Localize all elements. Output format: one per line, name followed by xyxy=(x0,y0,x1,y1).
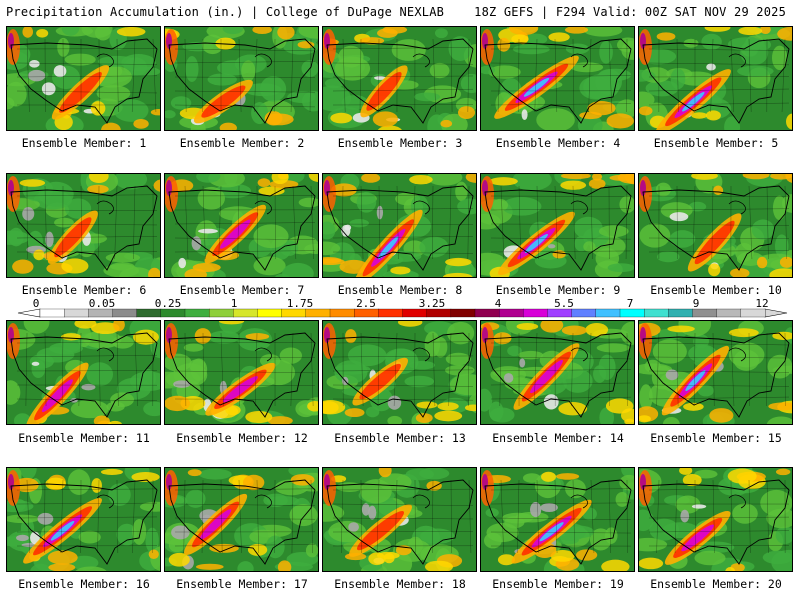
colorbar-tick-label: 0.25 xyxy=(154,297,182,310)
ensemble-member-label: Ensemble Member: 16 xyxy=(18,577,150,591)
colorbar-swatch xyxy=(716,308,742,318)
colorbar-tick-label: 1 xyxy=(230,297,238,310)
ensemble-member-label: Ensemble Member: 18 xyxy=(334,577,466,591)
ensemble-member-label: Ensemble Member: 1 xyxy=(21,136,147,150)
ensemble-member-label: Ensemble Member: 12 xyxy=(176,431,308,445)
colorbar-swatch xyxy=(499,308,524,318)
colorbar-swatch xyxy=(523,308,548,318)
colorbar-swatch xyxy=(136,308,162,318)
ensemble-member-label: Ensemble Member: 2 xyxy=(179,136,305,150)
ensemble-member-map xyxy=(322,320,477,425)
colorbar-tick-label: 4 xyxy=(494,297,502,310)
colorbar-swatch xyxy=(547,308,573,318)
colorbar-tick-label: 7 xyxy=(626,297,634,310)
ensemble-member-label: Ensemble Member: 11 xyxy=(18,431,150,445)
colorbar-swatch xyxy=(305,308,331,318)
colorbar-tick-label: 5.5 xyxy=(554,297,574,310)
colorbar-swatch xyxy=(209,308,234,318)
colorbar-swatch xyxy=(160,308,186,318)
colorbar-swatch xyxy=(281,308,307,318)
colorbar-tick-label: 9 xyxy=(692,297,700,310)
colorbar-swatch xyxy=(595,308,621,318)
colorbar-swatch xyxy=(619,308,645,318)
ensemble-member-map xyxy=(164,320,319,425)
colorbar-swatch xyxy=(39,308,65,318)
ensemble-member-label: Ensemble Member: 3 xyxy=(337,136,463,150)
colorbar-swatch xyxy=(668,308,693,318)
ensemble-member-label: Ensemble Member: 7 xyxy=(179,283,305,297)
colorbar-swatch xyxy=(450,308,476,318)
ensemble-member-map xyxy=(164,173,319,278)
ensemble-member-label: Ensemble Member: 14 xyxy=(492,431,624,445)
ensemble-member-map xyxy=(638,26,793,131)
ensemble-member-label: Ensemble Member: 9 xyxy=(495,283,621,297)
colorbar-swatch xyxy=(329,308,355,318)
ensemble-member-label: Ensemble Member: 6 xyxy=(21,283,147,297)
ensemble-member-map xyxy=(322,26,477,131)
colorbar-swatch xyxy=(740,308,766,318)
colorbar-swatch xyxy=(233,308,258,318)
ensemble-member-label: Ensemble Member: 5 xyxy=(653,136,779,150)
colorbar-swatch xyxy=(184,308,210,318)
colorbar-left-arrow xyxy=(17,308,41,318)
colorbar-swatch xyxy=(571,308,597,318)
colorbar-tick-label: 0 xyxy=(32,297,40,310)
colorbar-swatch xyxy=(354,308,379,318)
ensemble-member-label: Ensemble Member: 8 xyxy=(337,283,463,297)
colorbar-swatch xyxy=(64,308,89,318)
ensemble-member-map xyxy=(638,320,793,425)
ensemble-member-map xyxy=(480,467,635,572)
precip-colorbar xyxy=(17,308,788,318)
colorbar-tick-label: 3.25 xyxy=(418,297,446,310)
chart-title: Precipitation Accumulation (in.) | Colle… xyxy=(6,5,445,19)
ensemble-member-label: Ensemble Member: 13 xyxy=(334,431,466,445)
colorbar-swatch xyxy=(88,308,113,318)
colorbar-swatch xyxy=(378,308,403,318)
colorbar-tick-label: 0.05 xyxy=(88,297,116,310)
ensemble-member-label: Ensemble Member: 10 xyxy=(650,283,782,297)
ensemble-member-map xyxy=(480,320,635,425)
colorbar-swatch xyxy=(257,308,283,318)
ensemble-member-map xyxy=(322,467,477,572)
colorbar-swatch xyxy=(474,308,500,318)
ensemble-member-label: Ensemble Member: 15 xyxy=(650,431,782,445)
colorbar-swatch xyxy=(692,308,718,318)
colorbar-swatch xyxy=(426,308,452,318)
colorbar-tick-label: 1.75 xyxy=(286,297,314,310)
ensemble-member-map xyxy=(638,467,793,572)
ensemble-member-map xyxy=(6,320,161,425)
run-valid-time: 18Z GEFS | F294 Valid: 00Z SAT NOV 29 20… xyxy=(474,5,786,19)
ensemble-member-map xyxy=(480,26,635,131)
ensemble-member-map xyxy=(6,26,161,131)
ensemble-member-map xyxy=(6,467,161,572)
ensemble-member-map xyxy=(480,173,635,278)
ensemble-member-label: Ensemble Member: 19 xyxy=(492,577,624,591)
ensemble-member-map xyxy=(6,173,161,278)
ensemble-member-map xyxy=(164,26,319,131)
ensemble-member-label: Ensemble Member: 20 xyxy=(650,577,782,591)
colorbar-swatch xyxy=(112,308,138,318)
ensemble-member-map xyxy=(638,173,793,278)
colorbar-right-arrow xyxy=(764,308,788,318)
colorbar-swatch xyxy=(402,308,428,318)
colorbar-swatch xyxy=(644,308,669,318)
colorbar-tick-label: 12 xyxy=(755,297,769,310)
colorbar-tick-label: 2.5 xyxy=(356,297,376,310)
ensemble-member-label: Ensemble Member: 17 xyxy=(176,577,308,591)
ensemble-member-map xyxy=(322,173,477,278)
ensemble-member-map xyxy=(164,467,319,572)
ensemble-member-label: Ensemble Member: 4 xyxy=(495,136,621,150)
